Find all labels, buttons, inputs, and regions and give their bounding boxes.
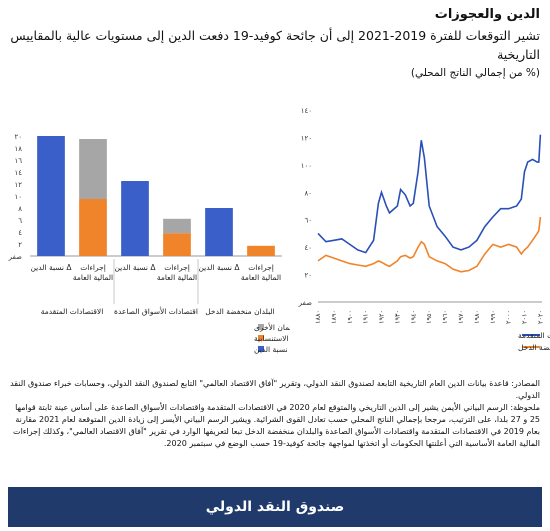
y-tick-label: ١٤٠ xyxy=(301,107,312,115)
banner-text: صندوق النقد الدولي xyxy=(205,499,345,515)
page-title: الدين والعجوزات xyxy=(434,7,540,22)
y-tick-label: ٦ xyxy=(18,217,22,225)
y-tick-label: ٤ xyxy=(18,229,22,237)
legend-swatch xyxy=(258,324,264,330)
group-label: اقتصادات الأسواق الصاعدة xyxy=(114,306,198,316)
legend-label: الاقتصادات المتقدمة xyxy=(518,331,550,340)
page-subtitle: تشير التوقعات للفترة 2019-2021 إلى أن جا… xyxy=(10,28,540,62)
y-tick-label: ١٦ xyxy=(14,157,22,165)
imf-banner: صندوق النقد الدولي xyxy=(8,487,542,527)
x-tick-label: ١٩٤٠ xyxy=(409,310,417,324)
category-label: Δ نسبة الدين xyxy=(114,263,156,272)
legend-label: إجراءات المالية العامة الاستنسابية xyxy=(254,334,290,343)
y-tick-label: ٢ xyxy=(18,241,22,249)
x-tick-label: ٢٠٢٠ xyxy=(536,310,544,324)
bar-segment xyxy=(163,218,191,234)
x-tick-label: ١٩٦٠ xyxy=(441,310,449,324)
bar-segment xyxy=(79,199,107,256)
y-tick-label: ٦٠ xyxy=(304,217,312,225)
y-tick-label: صفر xyxy=(298,299,312,307)
category-label: Δ نسبة الدين xyxy=(30,263,72,272)
x-tick-label: ١٩٨٠ xyxy=(473,310,481,324)
bar-segment xyxy=(247,245,275,256)
y-tick-label: ١٢ xyxy=(14,181,22,189)
y-tick-label: ١٠٠ xyxy=(301,162,312,170)
legend-label: اقتصادات الأسواق الصاعدة والبلدان منخفضة… xyxy=(518,342,550,352)
series-line xyxy=(317,134,542,254)
x-tick-label: ١٩٥٠ xyxy=(425,310,433,324)
y-tick-label: صفر xyxy=(8,253,22,261)
x-tick-label: ٢٠١٠ xyxy=(521,310,529,324)
y-tick-label: ١٤ xyxy=(14,169,22,177)
x-tick-label: ٢٠٠٠ xyxy=(505,310,513,324)
unit-label: (% من إجمالي الناتج المحلي) xyxy=(410,67,540,79)
x-tick-label: ١٩٧٠ xyxy=(457,310,465,324)
group-label: البلدان منخفضة الدخل xyxy=(205,307,274,316)
y-tick-label: ٢٠ xyxy=(304,272,312,280)
x-tick-label: ١٨٩٠ xyxy=(330,310,338,324)
notes: المصادر: قاعدة بيانات الدين العام التاري… xyxy=(10,378,540,450)
line-chart: صفر ٢٠ ٤٠ ٦٠ ٨٠ ١٠٠ ١٢٠ ١٤٠ ١٨٨٠ ١٨٩٠ ١٩٠٠ ١٩١٠ ١٩٢٠… xyxy=(298,107,550,352)
x-tick-label: ١٨٨٠ xyxy=(314,310,322,324)
y-tick-label: ٨٠ xyxy=(304,189,312,197)
x-tick-label: ١٩٠٠ xyxy=(346,310,354,324)
method-note: ملحوظة: الرسم البياني الأيمن يشير إلى ال… xyxy=(13,403,540,448)
legend-swatch xyxy=(258,335,264,341)
x-tick-label: ١٩٣٠ xyxy=(393,310,401,324)
series-line xyxy=(317,216,542,273)
bar-segment xyxy=(37,136,65,256)
legend-label: ضمانات القروض/إجراءات الائتمان الأخرى xyxy=(254,322,290,332)
legend-swatch xyxy=(258,346,264,352)
y-tick-label: ٤٠ xyxy=(304,244,312,252)
legend-label: Δ نسبة الدين xyxy=(254,345,290,354)
y-tick-label: ١٠ xyxy=(14,193,22,201)
charts-area: صفر ٢ ٤ ٦ ٨ ١٠ ١٢ ١٤ ١٦ ١٨ ٢٠ Δ نسبة الدين إجراءات ال… xyxy=(0,96,550,366)
x-tick-label: ١٩١٠ xyxy=(362,310,370,324)
bar-segment xyxy=(79,139,107,199)
bar-segment xyxy=(121,181,149,256)
source-note: المصادر: قاعدة بيانات الدين العام التاري… xyxy=(10,379,540,400)
category-label: إجراءات المالية العامة xyxy=(241,263,281,282)
y-tick-label: ١٢٠ xyxy=(301,134,312,142)
group-label: الاقتصادات المتقدمة xyxy=(41,307,104,316)
y-tick-label: ١٨ xyxy=(14,145,22,153)
y-tick-label: ٨ xyxy=(18,205,22,213)
category-label: إجراءات المالية العامة xyxy=(157,263,197,282)
category-label: إجراءات المالية العامة xyxy=(73,263,113,282)
bar-segment xyxy=(205,208,233,256)
x-tick-label: ١٩٢٠ xyxy=(378,310,386,324)
x-tick-label: ١٩٩٠ xyxy=(489,310,497,324)
y-tick-label: ٢٠ xyxy=(14,133,22,141)
category-label: Δ نسبة الدين xyxy=(198,263,240,272)
bar-segment xyxy=(163,233,191,256)
